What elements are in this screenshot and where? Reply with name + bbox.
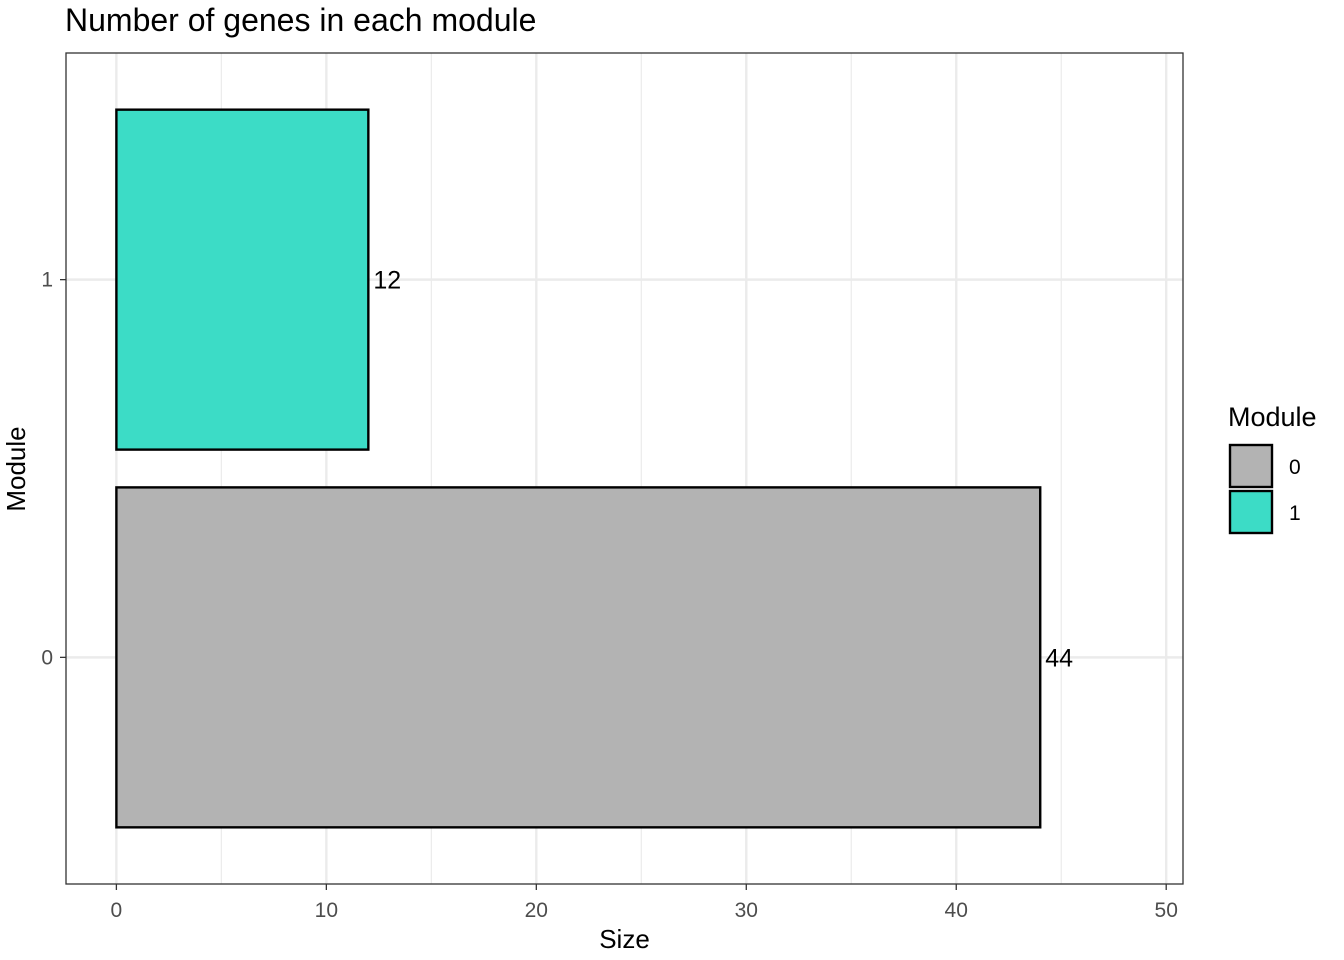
x-axis-title: Size (599, 924, 650, 954)
x-tick-label: 10 (315, 899, 338, 922)
legend-entries: 01 (1228, 443, 1301, 535)
x-tick-label: 0 (111, 899, 123, 922)
legend: Module 01 (1228, 402, 1317, 535)
bar-module-0 (115, 486, 1042, 829)
legend-label-1: 1 (1289, 502, 1301, 525)
y-tick-label: 1 (41, 269, 53, 292)
x-tick-label: 40 (945, 899, 968, 922)
x-tick-label: 30 (735, 899, 758, 922)
y-axis-ticks: 01 (41, 269, 66, 669)
x-tick-label: 50 (1155, 899, 1178, 922)
bar-label-module-0: 44 (1045, 644, 1073, 672)
legend-key-1 (1228, 489, 1274, 535)
bar-label-module-1: 12 (373, 267, 401, 295)
chart-title: Number of genes in each module (65, 2, 536, 38)
legend-label-0: 0 (1289, 456, 1301, 479)
plot-panel-border (65, 52, 1184, 885)
legend-title: Module (1228, 402, 1317, 432)
x-axis-ticks: 0 10 20 30 40 50 (111, 884, 1178, 922)
y-axis-title: Module (1, 426, 31, 511)
y-tick-label: 0 (41, 646, 53, 669)
bar-module-1 (115, 108, 370, 451)
bar-data-labels: 44 12 (373, 267, 1073, 673)
legend-key-0 (1228, 443, 1274, 489)
bars (115, 108, 1042, 829)
x-tick-label: 20 (525, 899, 548, 922)
